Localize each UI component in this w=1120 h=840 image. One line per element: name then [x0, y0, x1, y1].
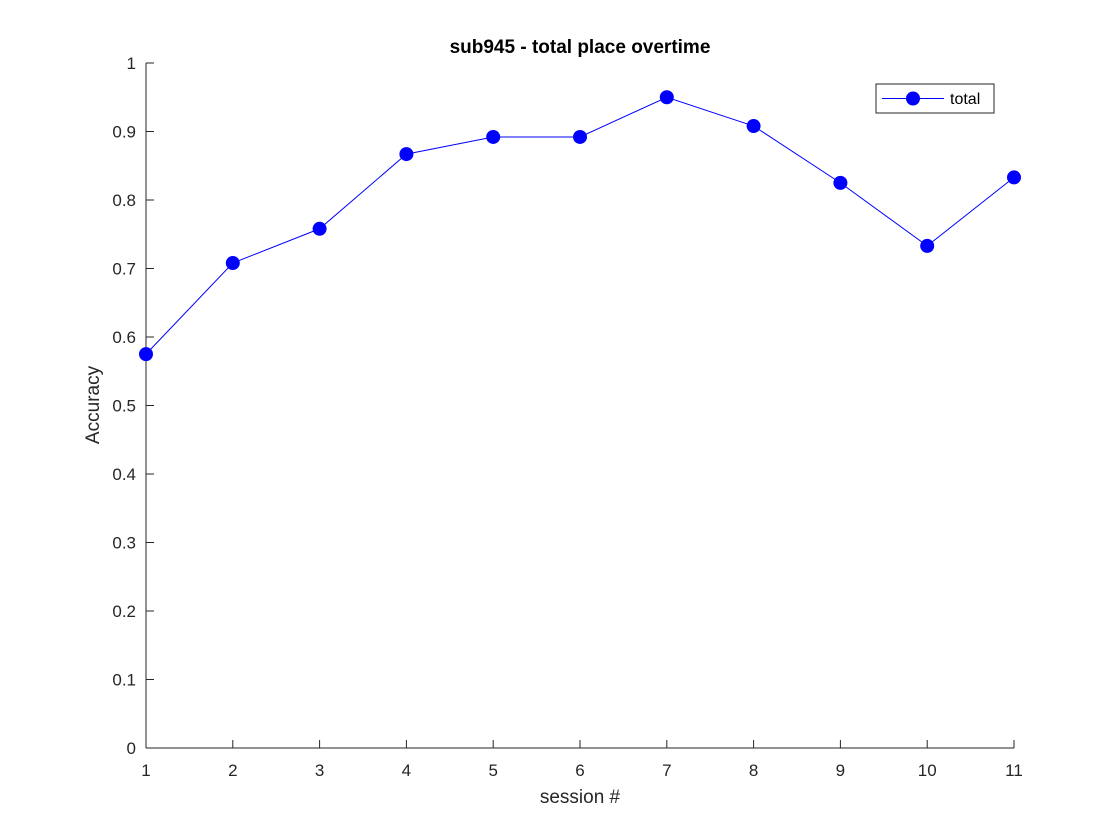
legend-label-total: total	[950, 91, 980, 108]
y-tick-label: 0	[127, 739, 136, 758]
data-point	[486, 129, 501, 144]
x-ticks: 1 2 3 4 5 6 7 8 9 10 11	[141, 740, 1023, 780]
x-tick-label: 8	[749, 761, 758, 780]
series-total	[139, 90, 1021, 362]
y-tick-label: 0.5	[112, 397, 136, 416]
data-point	[399, 147, 414, 162]
y-axis-title: Accuracy	[83, 365, 104, 444]
x-tick-label: 7	[662, 761, 671, 780]
data-point	[746, 119, 761, 134]
y-tick-label: 0.9	[112, 123, 136, 142]
x-tick-label: 10	[918, 761, 937, 780]
data-point	[659, 90, 674, 105]
x-tick-label: 9	[836, 761, 845, 780]
y-tick-label: 0.1	[112, 671, 136, 690]
data-point	[920, 238, 935, 253]
x-tick-label: 4	[402, 761, 411, 780]
x-tick-label: 2	[228, 761, 237, 780]
y-tick-label: 0.3	[112, 534, 136, 553]
data-point	[573, 129, 587, 144]
x-tick-label: 6	[575, 761, 584, 780]
x-tick-label: 11	[1005, 761, 1023, 780]
plot-area	[146, 63, 1014, 748]
y-ticks: 0 0.1 0.2 0.3 0.4 0.5 0.6 0.7 0.8 0.9 1	[112, 54, 154, 758]
data-point	[139, 347, 153, 362]
y-tick-label: 1	[127, 54, 136, 73]
y-tick-label: 0.4	[112, 465, 136, 484]
legend-marker	[906, 91, 920, 106]
x-axis-title: session #	[540, 787, 621, 808]
y-tick-label: 0.7	[112, 260, 136, 279]
data-point	[1007, 170, 1021, 185]
x-tick-label: 3	[315, 761, 324, 780]
legend: total	[875, 83, 995, 114]
y-tick-label: 0.6	[112, 328, 136, 347]
x-tick-label: 5	[488, 761, 497, 780]
x-tick-label: 1	[141, 761, 150, 780]
data-point	[833, 175, 848, 190]
data-point	[225, 256, 240, 271]
data-point	[312, 221, 327, 236]
y-tick-label: 0.8	[112, 191, 136, 210]
chart-title: sub945 - total place overtime	[450, 37, 711, 58]
y-tick-label: 0.2	[112, 602, 136, 621]
